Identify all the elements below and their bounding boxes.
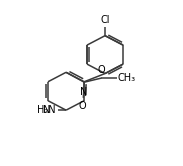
Text: N: N xyxy=(43,105,51,115)
Text: CH₃: CH₃ xyxy=(118,73,136,83)
Text: H₂N: H₂N xyxy=(38,105,56,115)
Text: O: O xyxy=(79,101,86,111)
Text: N: N xyxy=(80,87,87,97)
Text: O: O xyxy=(98,65,105,75)
Text: Cl: Cl xyxy=(100,15,110,25)
